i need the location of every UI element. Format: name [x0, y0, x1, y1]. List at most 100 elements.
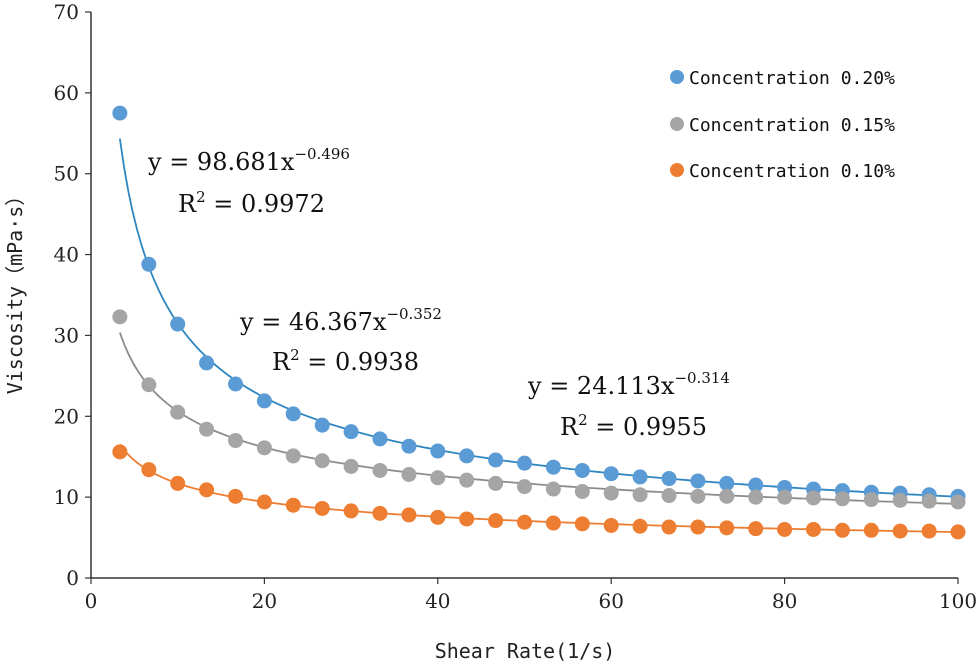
data-point-2 — [719, 520, 735, 536]
r2-value: = 0.9972 — [206, 190, 325, 218]
data-point-1 — [199, 421, 215, 437]
data-point-0 — [256, 393, 272, 409]
data-point-2 — [170, 475, 186, 491]
data-point-1 — [661, 488, 677, 504]
data-point-1 — [834, 491, 850, 507]
svg-text:R2 = 0.9938: R2 = 0.9938 — [272, 346, 419, 376]
y-tick-label: 30 — [54, 323, 79, 347]
data-point-1 — [863, 492, 879, 508]
svg-text:y = 24.113x−0.314: y = 24.113x−0.314 — [527, 369, 730, 400]
axes: 0 10 20 30 40 50 60 70 0 20 40 60 80 100 — [54, 0, 978, 613]
data-point-2 — [430, 509, 446, 525]
svg-text:y = 46.367x−0.352: y = 46.367x−0.352 — [239, 305, 442, 336]
y-tick-label: 0 — [66, 566, 79, 590]
equation-text: y = 24.113x — [527, 372, 675, 400]
data-point-0 — [228, 376, 244, 392]
data-point-1 — [805, 490, 821, 506]
data-point-2 — [574, 516, 590, 532]
data-point-0 — [719, 475, 735, 491]
data-point-1 — [314, 453, 330, 469]
data-point-2 — [112, 444, 128, 460]
r2-sup: 2 — [196, 188, 206, 206]
data-point-2 — [517, 514, 532, 530]
data-point-1 — [170, 404, 186, 420]
equation-annotation-1: y = 46.367x−0.352 R2 = 0.9938 — [239, 305, 442, 376]
data-point-2 — [921, 523, 937, 539]
data-point-0 — [285, 406, 301, 422]
data-point-1 — [430, 470, 446, 486]
data-points — [112, 105, 966, 540]
legend-label-0: Concentration 0.20% — [689, 68, 895, 89]
data-point-1 — [459, 472, 475, 488]
legend-marker-1 — [670, 117, 684, 131]
data-point-1 — [748, 489, 764, 505]
trend-line-1 — [119, 332, 957, 505]
data-point-2 — [805, 521, 821, 537]
data-point-0 — [748, 477, 764, 493]
legend-label-2: Concentration 0.10% — [689, 161, 895, 182]
data-point-2 — [228, 488, 244, 504]
data-point-2 — [459, 511, 475, 527]
data-point-0 — [488, 452, 504, 468]
data-point-2 — [632, 518, 648, 534]
x-tick-label: 40 — [425, 589, 450, 613]
x-tick-label: 20 — [252, 589, 277, 613]
equation-text: y = 98.681x — [147, 148, 295, 176]
x-tick-label: 60 — [598, 589, 623, 613]
x-tick-label: 100 — [939, 589, 977, 613]
data-point-2 — [690, 519, 706, 535]
data-point-2 — [488, 513, 504, 529]
equation-annotation-0: y = 98.681x−0.496 R2 = 0.9972 — [147, 145, 350, 218]
data-point-0 — [199, 355, 215, 371]
y-tick-label: 60 — [54, 81, 79, 105]
trend-line-2 — [119, 443, 957, 533]
data-point-2 — [256, 494, 272, 510]
data-point-0 — [401, 438, 417, 454]
y-tick-label: 20 — [54, 404, 79, 428]
r2-value: = 0.9955 — [588, 413, 707, 441]
data-point-1 — [545, 481, 561, 497]
equation-exponent: −0.352 — [386, 305, 442, 323]
data-point-0 — [574, 462, 590, 478]
data-point-1 — [372, 462, 388, 478]
data-point-2 — [285, 497, 301, 513]
data-point-2 — [777, 521, 793, 537]
legend-item-1: Concentration 0.15% — [670, 115, 895, 136]
svg-text:R2 = 0.9972: R2 = 0.9972 — [178, 188, 325, 218]
data-point-0 — [517, 455, 532, 471]
equation-text: y = 46.367x — [239, 308, 387, 336]
data-point-1 — [719, 488, 735, 504]
r2-label: R — [560, 413, 579, 441]
data-point-2 — [661, 519, 677, 535]
data-point-0 — [112, 105, 128, 121]
data-point-2 — [892, 523, 908, 539]
data-point-1 — [256, 440, 272, 456]
legend-item-0: Concentration 0.20% — [670, 68, 895, 89]
data-point-0 — [661, 471, 677, 487]
data-point-1 — [285, 448, 301, 464]
data-point-0 — [459, 448, 475, 464]
data-point-1 — [112, 309, 128, 325]
data-point-1 — [603, 485, 619, 501]
data-point-1 — [228, 433, 244, 449]
legend-item-2: Concentration 0.10% — [670, 161, 895, 182]
data-point-2 — [199, 482, 215, 498]
y-axis-title: Viscosity（mPa·s） — [3, 186, 27, 395]
data-point-0 — [603, 466, 619, 482]
data-point-2 — [950, 524, 966, 540]
data-point-0 — [545, 459, 561, 475]
r2-sup: 2 — [578, 411, 588, 429]
data-point-2 — [372, 505, 388, 521]
equation-exponent: −0.496 — [294, 145, 350, 163]
svg-text:R2 = 0.9955: R2 = 0.9955 — [560, 411, 707, 441]
data-point-1 — [690, 488, 706, 504]
data-point-1 — [632, 487, 648, 503]
data-point-2 — [314, 500, 330, 516]
data-point-2 — [401, 507, 417, 523]
r2-value: = 0.9938 — [300, 348, 419, 376]
data-point-2 — [343, 503, 359, 519]
legend: Concentration 0.20% Concentration 0.15% … — [670, 68, 895, 182]
y-tick-label: 10 — [54, 485, 79, 509]
data-point-0 — [632, 469, 648, 485]
data-point-2 — [545, 515, 561, 531]
